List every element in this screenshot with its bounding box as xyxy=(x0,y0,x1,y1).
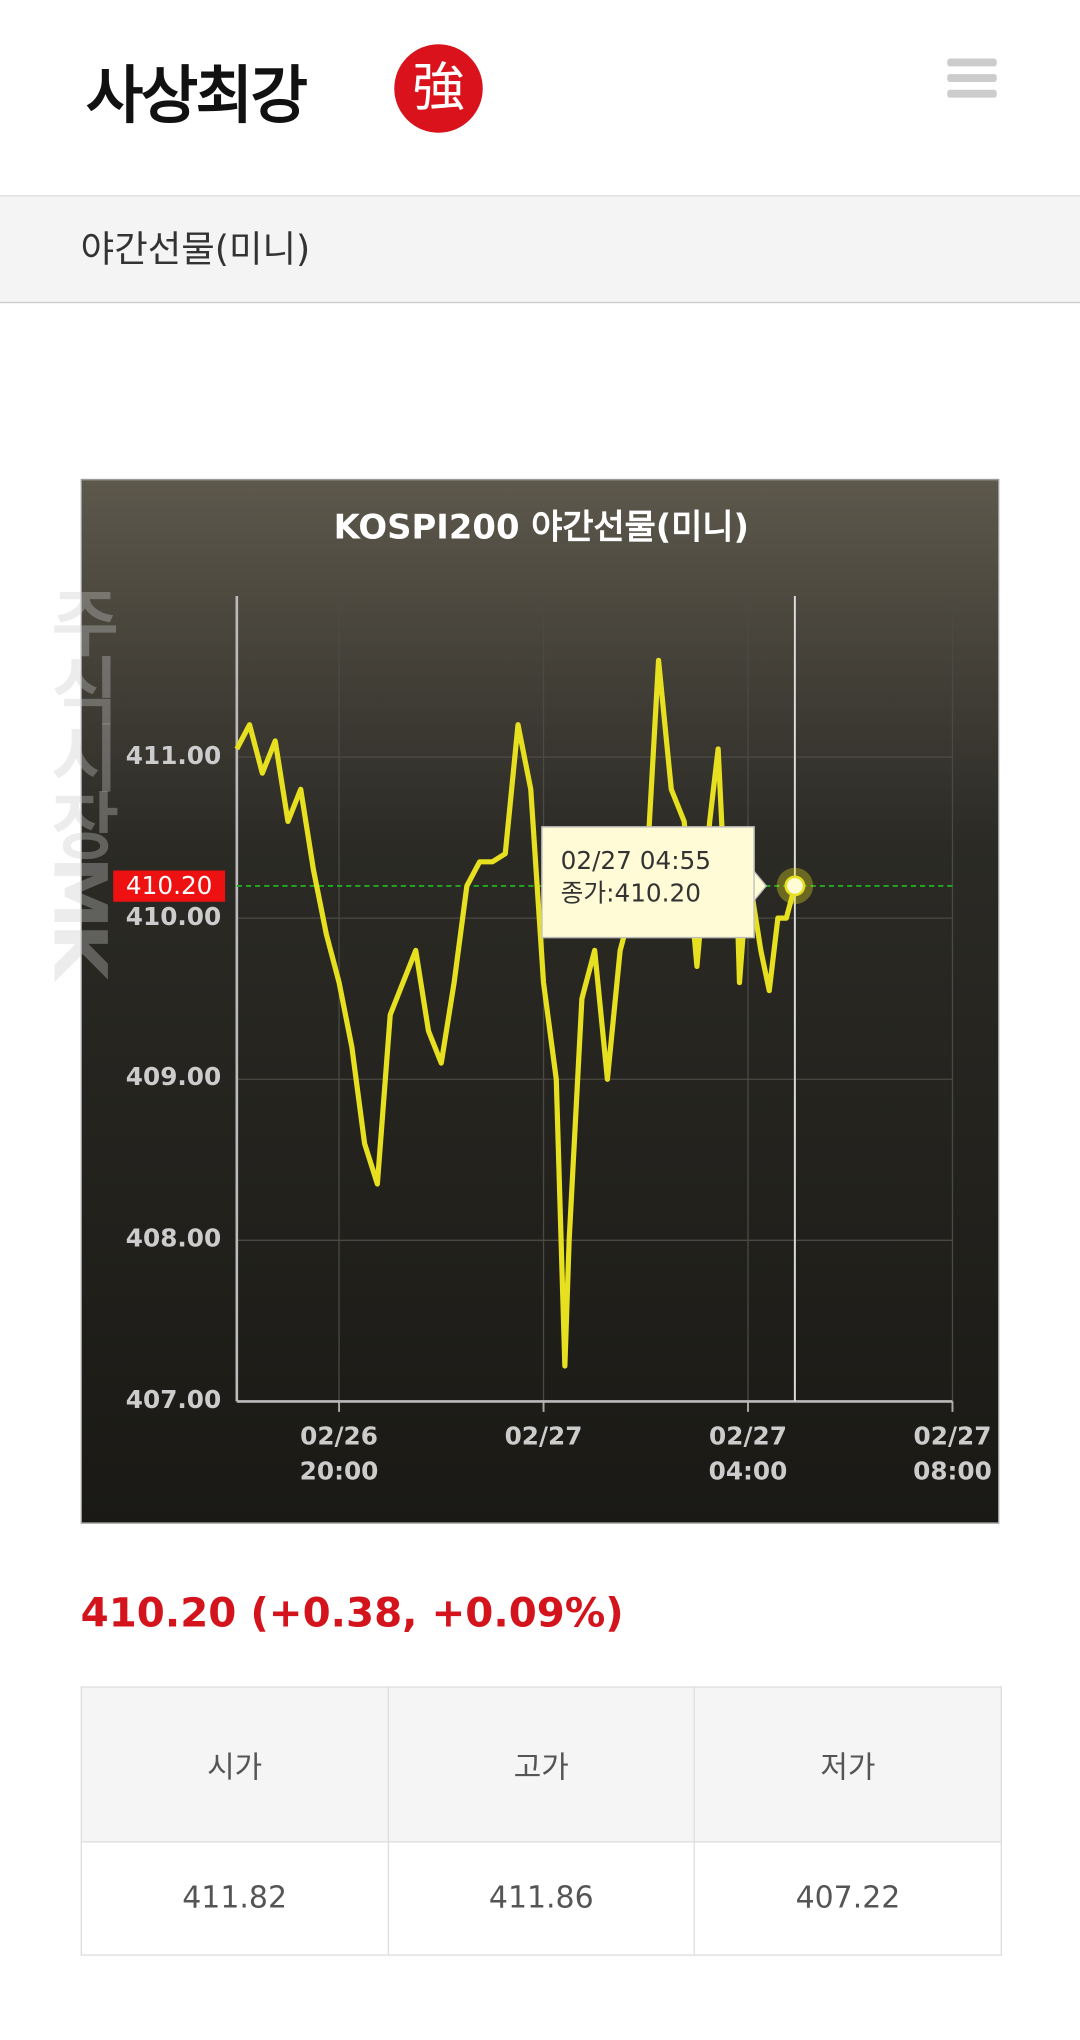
price-table: 시가 고가 저가 411.82 411.86 407.22 xyxy=(80,1686,1002,1956)
y-tick-label: 408.00 xyxy=(125,1224,222,1254)
table-header-row: 시가 고가 저가 xyxy=(80,1686,1002,1843)
price-summary: 410.20 (+0.38, +0.09%) xyxy=(80,1590,624,1637)
x-tick-label: 02/27 08:00 xyxy=(913,1422,992,1486)
table-row: 411.82 411.86 407.22 xyxy=(80,1841,1002,1956)
menu-icon-bar[interactable] xyxy=(947,89,997,98)
reference-label: 410.20 xyxy=(113,870,226,902)
menu-icon-bar[interactable] xyxy=(947,74,997,82)
y-tick-label: 407.00 xyxy=(125,1385,222,1415)
hover-point xyxy=(784,875,806,897)
y-tick-label: 410.00 xyxy=(125,902,222,932)
logo[interactable]: 사상최강 xyxy=(85,59,308,133)
chart-title: KOSPI200 야간선물(미니) xyxy=(333,508,749,548)
table-header: 시가 xyxy=(80,1686,389,1843)
x-tick-label: 02/27 xyxy=(504,1422,583,1451)
logo-badge[interactable]: 強 xyxy=(394,44,483,133)
title-bar xyxy=(0,195,1080,304)
menu-icon-bar[interactable] xyxy=(947,58,997,67)
chart: KOSPI200 야간선물(미니) 407.00 408.00 409.00 410.… xyxy=(80,478,1000,1524)
tooltip-text: 종가:410.20 xyxy=(560,880,701,909)
price-line xyxy=(234,657,798,1369)
header xyxy=(0,0,1080,193)
tooltip-arrow xyxy=(752,868,768,904)
tooltip: 02/27 04:55 종가:410.20 xyxy=(541,826,755,938)
y-tick-label: 409.00 xyxy=(125,1063,222,1093)
table-cell: 411.86 xyxy=(387,1841,696,1956)
table-header: 저가 xyxy=(693,1686,1002,1843)
tooltip-text: 02/27 04:55 xyxy=(560,846,712,876)
table-cell: 411.82 xyxy=(80,1841,389,1956)
x-tick-label: 02/26 20:00 xyxy=(299,1422,379,1486)
chart-plot xyxy=(234,595,954,1412)
x-tick-label: 02/27 04:00 xyxy=(708,1422,788,1486)
y-tick-label: 411.00 xyxy=(125,741,222,771)
table-header: 고가 xyxy=(387,1686,696,1843)
page-title: 야간선물(미니) xyxy=(80,227,311,271)
watermark: 주식시장MK xyxy=(36,585,122,975)
table-cell: 407.22 xyxy=(693,1841,1002,1956)
